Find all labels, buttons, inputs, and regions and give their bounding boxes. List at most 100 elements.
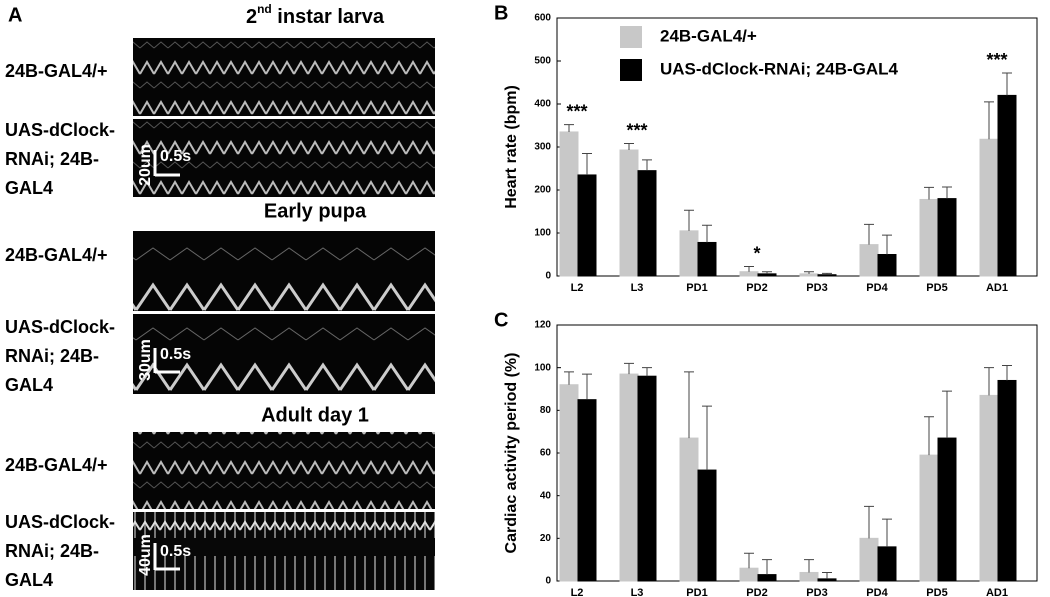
- bar: [859, 537, 879, 582]
- error-bar: [942, 186, 952, 199]
- error-bar: [804, 559, 814, 573]
- bar: [937, 198, 957, 277]
- x-tick-label: PD3: [806, 282, 827, 294]
- error-bar: [564, 371, 574, 385]
- x-tick-label: L2: [571, 587, 584, 597]
- error-bar: [702, 224, 712, 243]
- bar: [619, 373, 639, 582]
- bar: [757, 273, 777, 277]
- error-bar: [642, 159, 652, 171]
- kymograph: [133, 432, 435, 509]
- y-tick-label: 100: [534, 362, 551, 373]
- x-tick-label: PD5: [926, 587, 947, 597]
- row-label: GAL4: [5, 570, 53, 590]
- row-label: RNAi; 24B-: [5, 346, 99, 366]
- x-tick-label: PD2: [746, 282, 767, 294]
- error-bar: [984, 101, 994, 140]
- row-label: RNAi; 24B-: [5, 149, 99, 169]
- y-tick-label: 500: [534, 56, 551, 67]
- title-ordinal: 2: [246, 6, 257, 28]
- bar: [697, 241, 717, 277]
- error-bar: [822, 571, 832, 579]
- row-label: UAS-dClock-: [5, 120, 115, 140]
- y-tick-label: 120: [534, 320, 551, 331]
- error-bar: [804, 271, 814, 274]
- bar: [679, 437, 699, 582]
- significance: ***: [986, 50, 1007, 70]
- significance: ***: [566, 101, 587, 121]
- error-bar: [582, 373, 592, 400]
- bar: [859, 244, 879, 277]
- error-bar: [864, 505, 874, 539]
- bar: [739, 271, 759, 277]
- bar: [919, 198, 939, 277]
- error-bar: [702, 405, 712, 471]
- row-label: GAL4: [5, 178, 53, 198]
- panel-label: A: [8, 4, 22, 26]
- row-label: RNAi; 24B-: [5, 541, 99, 561]
- bar: [637, 375, 657, 582]
- row-label: UAS-dClock-: [5, 512, 115, 532]
- section-title: Adult day 1: [261, 404, 369, 426]
- bar: [577, 399, 597, 582]
- significance: ***: [626, 120, 647, 140]
- kymograph: [133, 38, 435, 116]
- bar: [937, 437, 957, 582]
- kymograph: [133, 119, 435, 197]
- bar: [997, 94, 1017, 277]
- bar: [559, 131, 579, 277]
- error-bar: [744, 552, 754, 569]
- title-rest: instar larva: [272, 6, 385, 28]
- error-bar: [762, 559, 772, 575]
- bar: [877, 254, 897, 277]
- row-label: 24B-GAL4/+: [5, 61, 108, 81]
- x-tick-label: PD1: [686, 282, 707, 294]
- scale-label: 0.5s: [160, 543, 191, 560]
- legend-swatch: [620, 26, 642, 48]
- scale-label: 0.5s: [160, 148, 191, 165]
- legend-label: UAS-dClock-RNAi; 24B-GAL4: [660, 59, 899, 78]
- y-tick-label: 300: [534, 142, 551, 153]
- x-tick-label: AD1: [986, 587, 1008, 597]
- kymograph: [133, 512, 435, 590]
- x-tick-label: PD1: [686, 587, 707, 597]
- y-tick-label: 60: [540, 448, 552, 459]
- panel-a: A 2nd instar larva 24B-GAL4/+ UAS-dClock…: [5, 2, 435, 590]
- x-tick-label: PD5: [926, 282, 947, 294]
- y-tick-label: 600: [534, 13, 551, 24]
- kymograph: [133, 314, 435, 394]
- y-axis-label: Heart rate (bpm): [503, 85, 520, 209]
- y-tick-label: 100: [534, 228, 551, 239]
- error-bar: [924, 186, 934, 200]
- error-bar: [762, 271, 772, 274]
- y-axis-label: Cardiac activity period (%): [503, 353, 520, 554]
- error-bar: [564, 124, 574, 132]
- row-label: UAS-dClock-: [5, 317, 115, 337]
- bar: [739, 567, 759, 582]
- y-tick-label: 0: [545, 576, 551, 587]
- bar: [817, 578, 837, 582]
- x-tick-label: L2: [571, 282, 584, 294]
- y-tick-label: 20: [540, 533, 552, 544]
- error-bar: [642, 367, 652, 377]
- bar: [577, 174, 597, 277]
- error-bar: [882, 518, 892, 547]
- error-bar: [624, 143, 634, 151]
- y-tick-label: 200: [534, 185, 551, 196]
- bar: [997, 379, 1017, 582]
- error-bar: [624, 362, 634, 375]
- bar: [919, 454, 939, 582]
- bar: [799, 571, 819, 582]
- error-bar: [684, 371, 694, 439]
- bar: [619, 149, 639, 277]
- bar: [979, 138, 999, 277]
- bar: [697, 469, 717, 582]
- section-title: Early pupa: [264, 200, 367, 222]
- y-tick-label: 40: [540, 490, 552, 501]
- error-bar: [942, 390, 952, 439]
- bar: [799, 273, 819, 277]
- x-tick-label: PD2: [746, 587, 767, 597]
- scale-label: 30um: [137, 339, 154, 381]
- bar: [877, 546, 897, 582]
